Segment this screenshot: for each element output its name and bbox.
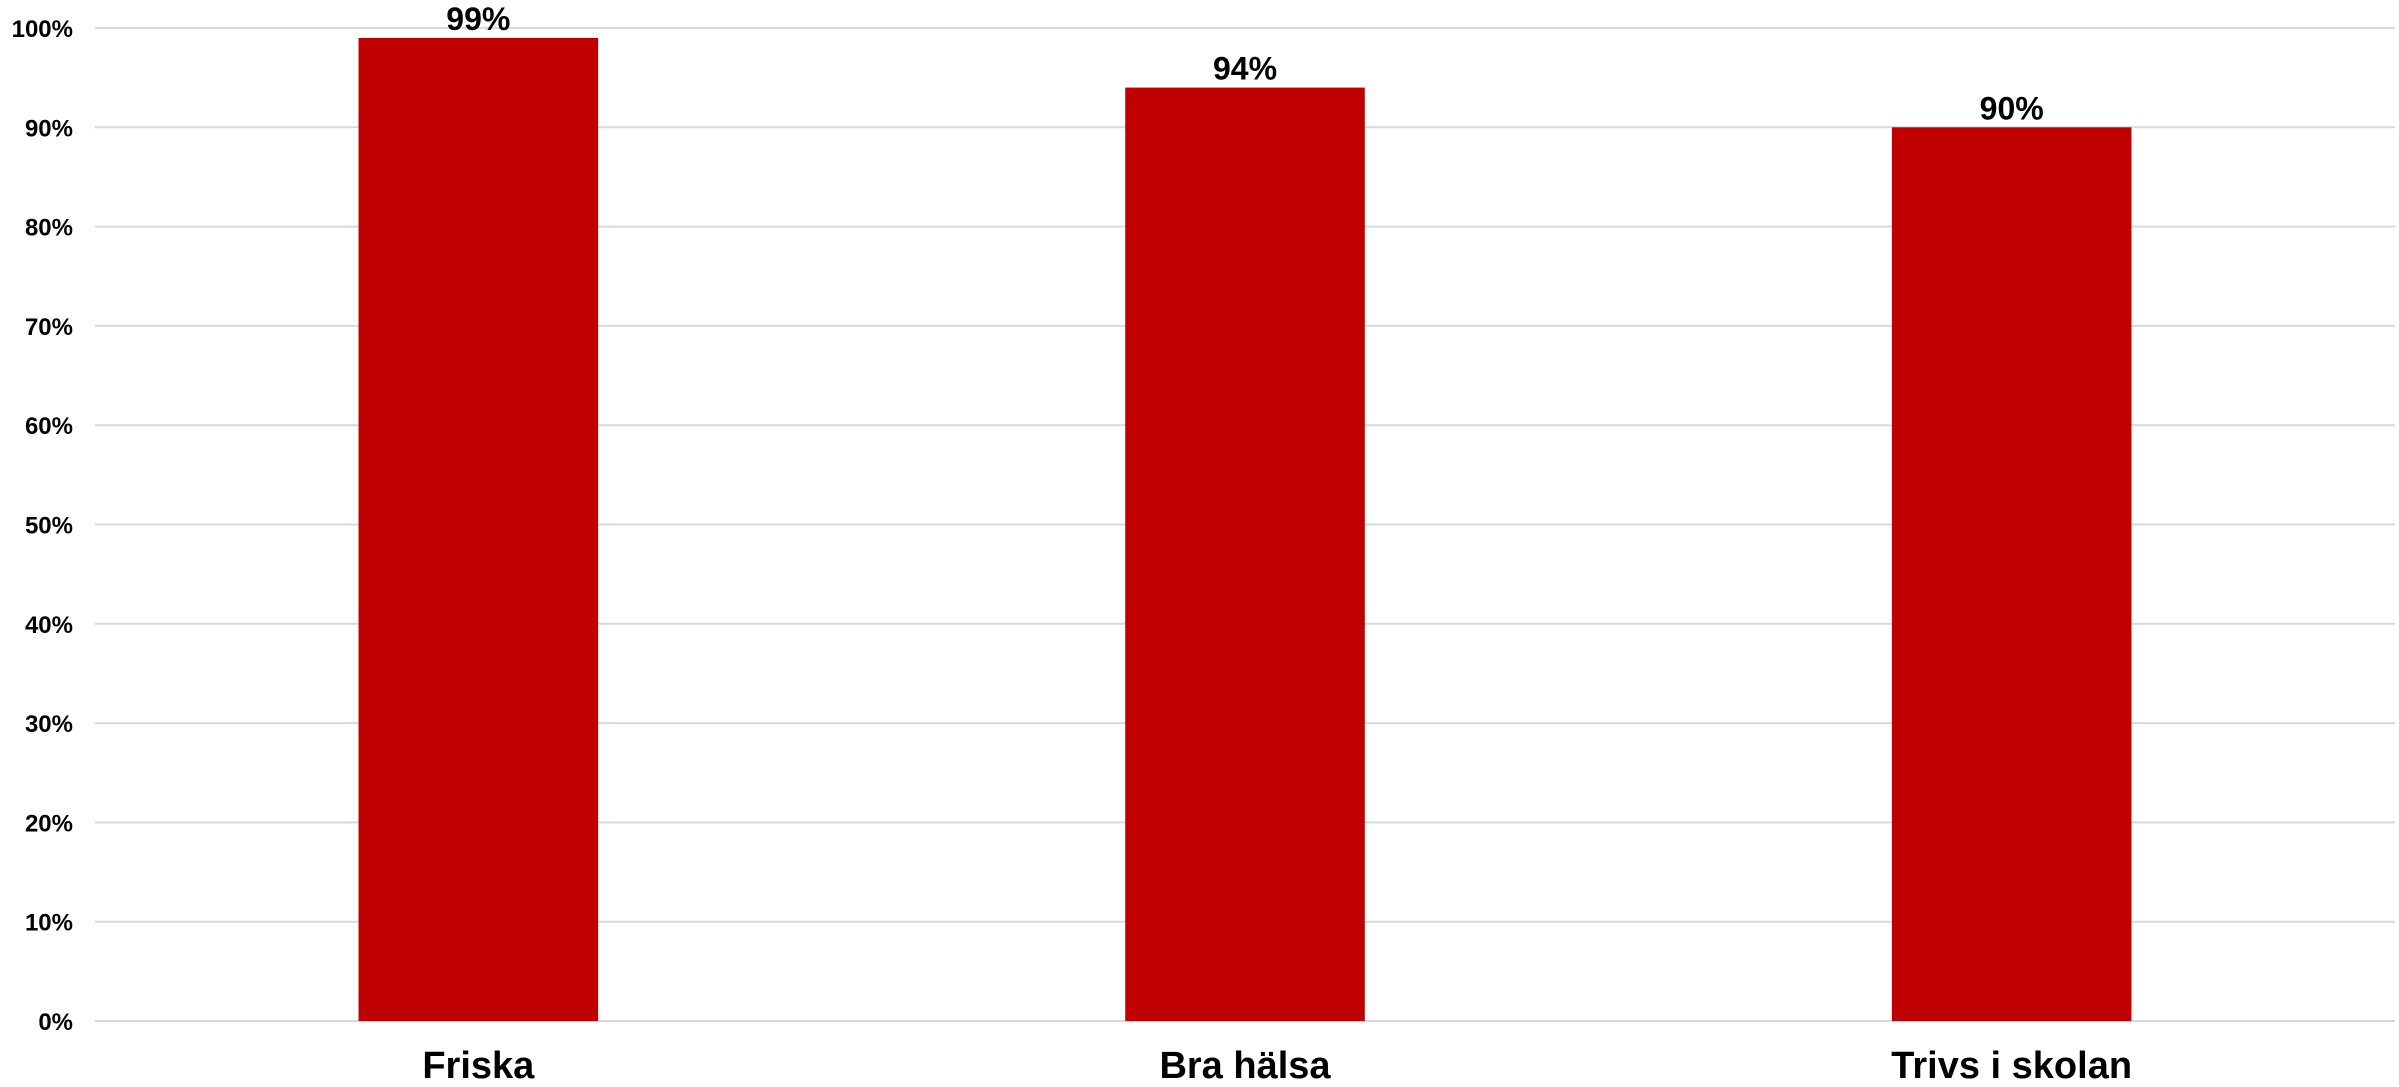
y-tick-label: 40% (25, 612, 73, 639)
x-tick-label: Friska (422, 1045, 535, 1087)
y-tick-label: 10% (25, 910, 73, 937)
y-tick-label: 90% (25, 115, 73, 142)
y-tick-label: 50% (25, 513, 73, 540)
x-axis-tick-labels: Friska Bra hälsa Trivs i skolan (422, 1045, 2132, 1087)
bars (358, 37, 2132, 1022)
y-tick-label: 60% (25, 413, 73, 440)
bar (358, 37, 599, 1022)
y-axis-tick-labels: 0% 10% 20% 30% 40% 50% 60% 70% 80% 90% 100% (12, 16, 73, 1036)
y-tick-label: 0% (38, 1009, 73, 1036)
y-tick-label: 30% (25, 711, 73, 738)
x-tick-label: Bra hälsa (1159, 1045, 1331, 1087)
y-tick-label: 100% (12, 16, 73, 43)
data-label: 99% (446, 1, 510, 37)
bar (1125, 87, 1365, 1021)
data-label: 94% (1213, 51, 1277, 87)
y-tick-label: 70% (25, 314, 73, 341)
bar (1891, 127, 2132, 1022)
data-label: 90% (1980, 90, 2044, 126)
y-tick-label: 20% (25, 810, 73, 837)
y-tick-label: 80% (25, 215, 73, 242)
x-tick-label: Trivs i skolan (1891, 1045, 2132, 1087)
data-labels: 99% 94% 90% (446, 1, 2043, 126)
